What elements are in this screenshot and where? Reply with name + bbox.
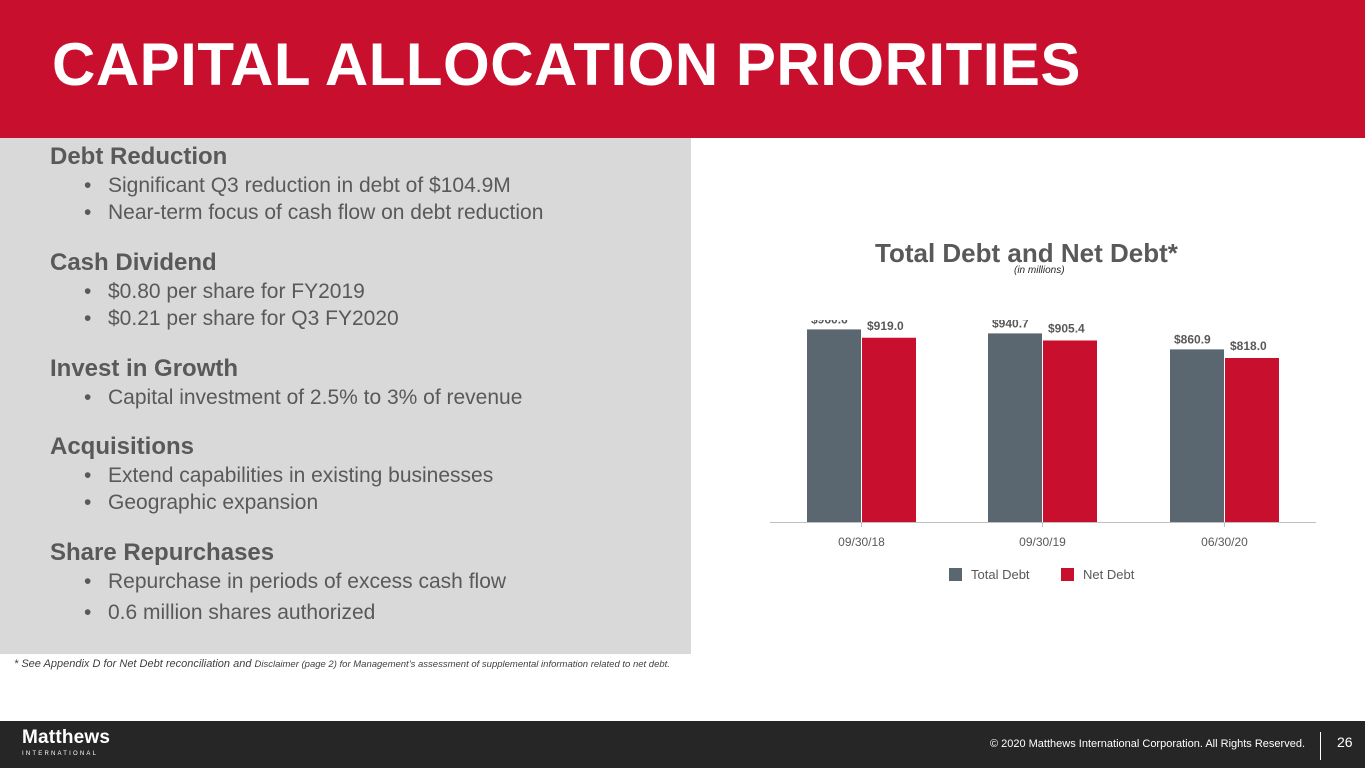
bullet-icon: • [84, 601, 92, 624]
bullet-text: $0.80 per share for FY2019 [108, 280, 365, 303]
bullet-icon: • [84, 280, 92, 303]
data-label: $960.6 [811, 320, 848, 326]
section-heading-acquisitions: Acquisitions [50, 433, 195, 460]
bullet-icon: • [84, 201, 92, 224]
bullet-text: Capital investment of 2.5% to 3% of reve… [108, 386, 523, 409]
bullet-item: • Repurchase in periods of excess cash fl… [84, 570, 506, 594]
section-heading-share-repurchases: Share Repurchases [50, 539, 275, 566]
footer-divider [1320, 732, 1321, 760]
data-label: $860.9 [1174, 332, 1211, 346]
bar-net-debt-2 [1225, 357, 1279, 522]
bullet-item: • $0.21 per share for Q3 FY2020 [84, 307, 399, 331]
legend-label-total-debt: Total Debt [971, 567, 1030, 582]
legend-item-total-debt: Total Debt [949, 567, 1030, 582]
section-heading-invest-in-growth: Invest in Growth [50, 355, 239, 382]
bullet-text: $0.21 per share for Q3 FY2020 [108, 307, 399, 330]
chart-title: Total Debt and Net Debt* [875, 238, 1178, 268]
bar-total-debt-2 [1170, 349, 1224, 522]
bullet-item: • Significant Q3 reduction in debt of $10… [84, 174, 511, 198]
bullet-icon: • [84, 174, 92, 197]
bar-total-debt-1 [988, 333, 1042, 522]
legend-label-net-debt: Net Debt [1083, 567, 1135, 582]
bar-net-debt-1 [1043, 340, 1097, 522]
bullet-item: • $0.80 per share for FY2019 [84, 280, 365, 304]
debt-bar-chart: $960.6 $919.0 09/30/18 $940.7 $905.4 09/30/19… [770, 320, 1316, 549]
bullet-item: • Extend capabilities in existing busines… [84, 464, 493, 488]
x-tick-label: 06/30/20 [1201, 535, 1248, 549]
priorities-panel [0, 138, 691, 654]
copyright-text: © 2020 Matthews International Corporatio… [989, 738, 1305, 750]
bullet-icon: • [84, 464, 92, 487]
bullet-text: Repurchase in periods of excess cash flo… [108, 570, 507, 593]
bullet-text: Extend capabilities in existing business… [108, 464, 494, 487]
data-label: $940.7 [992, 320, 1029, 330]
x-tick-label: 09/30/18 [838, 535, 885, 549]
chart-subtitle: (in millions) [1014, 265, 1065, 276]
footnote-small: Disclaimer (page 2) for Management’s ass… [254, 659, 670, 670]
legend-swatch-total-debt [949, 568, 962, 581]
bullet-text: Significant Q3 reduction in debt of $104… [108, 174, 511, 197]
page-title: CAPITAL ALLOCATION PRIORITIES [52, 31, 1081, 98]
bullet-text: Near-term focus of cash flow on debt red… [108, 201, 544, 224]
x-tick-label: 09/30/19 [1019, 535, 1066, 549]
footnote: * See Appendix D for Net Debt reconcilia… [14, 658, 670, 670]
company-logo-subtitle: INTERNATIONAL [22, 751, 99, 757]
footer-bar: Matthews INTERNATIONAL © 2020 Matthews I… [0, 721, 1365, 768]
data-label: $905.4 [1048, 321, 1085, 335]
bullet-item: • Capital investment of 2.5% to 3% of rev… [84, 386, 522, 410]
bullet-item: • 0.6 million shares authorized [84, 601, 375, 625]
data-label: $818.0 [1230, 339, 1267, 353]
footnote-main: * See Appendix D for Net Debt reconcilia… [14, 658, 255, 670]
bar-total-debt-0 [807, 329, 861, 522]
legend-swatch-net-debt [1061, 568, 1074, 581]
bullet-text: 0.6 million shares authorized [108, 601, 376, 624]
bullet-icon: • [84, 491, 92, 514]
legend-item-net-debt: Net Debt [1061, 567, 1134, 582]
bullet-item: • Geographic expansion [84, 491, 318, 515]
section-heading-cash-dividend: Cash Dividend [50, 249, 217, 276]
section-heading-debt-reduction: Debt Reduction [50, 143, 228, 170]
header-bar: CAPITAL ALLOCATION PRIORITIES [0, 0, 1365, 138]
bullet-icon: • [84, 386, 92, 409]
bullet-item: • Near-term focus of cash flow on debt re… [84, 201, 543, 225]
bullet-text: Geographic expansion [108, 491, 319, 514]
company-logo: Matthews [22, 727, 111, 748]
data-label: $919.0 [867, 320, 904, 333]
bullet-icon: • [84, 570, 92, 593]
page-number: 26 [1337, 734, 1353, 750]
bar-net-debt-0 [862, 337, 916, 522]
bullet-icon: • [84, 307, 92, 330]
